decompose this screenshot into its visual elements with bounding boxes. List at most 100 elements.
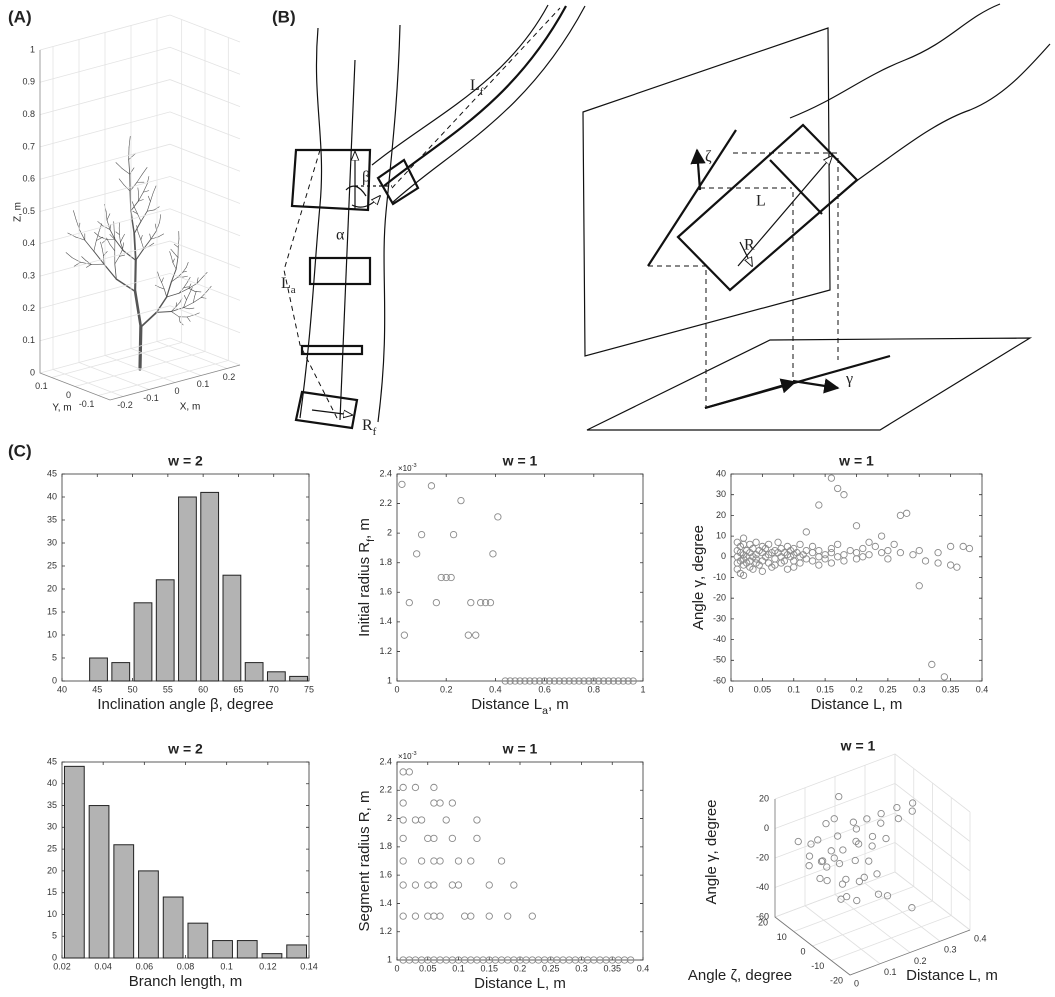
label-text: Distance L [471,696,542,713]
scatter-point [852,522,861,530]
tree-branch [96,236,104,241]
bar [178,496,197,682]
y-tick-label: 0 [66,390,71,400]
branch-axis [383,5,567,187]
scatter-point [802,528,810,536]
scatter-point [739,534,748,542]
z-tick-label: 0.7 [22,141,35,151]
tree-branch [121,168,131,175]
y-tick-label: 5 [52,652,57,662]
axis-label: Z, m [13,202,24,222]
scatter-point [802,546,810,555]
bar [113,844,135,959]
tree-branch [183,286,189,288]
tree-branch [182,266,187,273]
dashed-line [648,152,838,267]
scatter-point [560,677,568,685]
scatter-point [595,677,603,685]
arrow [690,148,706,191]
tree-branch [119,234,121,243]
tree-branch [188,288,196,292]
scatter-point [807,840,815,848]
x-tick-label: 0 [174,386,179,396]
y-tick-label: 30 [47,537,57,547]
label-subscript: a [291,284,296,296]
y-tick-label: 40 [47,491,57,501]
scatter-point [405,768,413,776]
scatter-point [565,677,573,685]
tree-branch [159,214,162,223]
tree-branch [171,311,180,318]
scatter-point [834,540,842,549]
scatter-point [834,553,842,561]
tree-branch [171,276,179,283]
tree-branch [128,135,131,148]
tree-branch [132,210,138,215]
y-tick-label: -20 [830,975,843,985]
z-tick-label: 0 [764,823,769,833]
tree-branch [156,310,172,313]
y-tick-label: -60 [713,675,726,685]
tree-branch [169,251,172,257]
scatter-point [489,550,497,558]
y-tick-label: 2.2 [379,498,392,508]
label-subscript: a [542,705,548,717]
tree-branch [137,199,144,202]
branch-outline [371,4,549,166]
y-tick-label: 1.8 [379,841,392,851]
tree-branch [182,275,188,278]
tree-branch [196,277,199,284]
x-tick-label: 0.4 [489,684,502,694]
scatter-point [752,555,760,563]
tree-branch [114,239,124,252]
tree-branch [137,187,139,195]
scatter-point [399,799,407,807]
tree-branch [109,229,116,241]
bar [88,805,110,959]
scatter-point [511,677,519,685]
z-tick-label: 0.4 [22,238,35,248]
x-tick-label: 0.1 [220,961,233,971]
scatter-point [827,549,836,557]
tree-branch [140,235,143,241]
arrow [792,378,840,394]
scatter-point [467,857,475,865]
tree-branch [188,283,198,289]
tree-branch [101,238,107,244]
tree-branch [161,282,165,290]
tree-branch [109,224,112,230]
scatter-point [399,834,407,843]
segment-box [676,123,859,292]
tree-branch [139,311,158,328]
scatter-point [528,912,536,920]
scatter-point [822,820,830,828]
bar [133,602,153,682]
tree-branch [105,211,108,221]
y-tick-label: 25 [47,843,57,853]
scatter-point [398,480,406,488]
bar [212,940,233,959]
scatter-point [585,677,593,685]
x-tick-label: 40 [57,684,67,694]
axis-label: Distance La, m [471,696,569,717]
angle-arc [345,185,367,197]
scatter-point [749,544,757,553]
scatter-point [846,546,854,555]
axis-label: Distance L, m [811,696,903,713]
x-tick-label: 65 [233,684,243,694]
scatter-point [614,677,623,685]
y-tick-label: -50 [713,655,726,665]
tree-branch [134,207,138,215]
arrow [737,156,832,267]
scatter-point [921,557,930,565]
label-text: , m [356,518,373,539]
tree-branch [80,261,92,265]
scatter-point [877,549,886,557]
diagram-label: La [281,275,296,296]
scatter-point [877,532,886,540]
z-tick-label: 1 [30,44,35,54]
scatter-point [871,542,879,551]
scatter-point [821,555,829,563]
branch-outline [854,43,1051,183]
label-text: ×10 [398,464,412,473]
